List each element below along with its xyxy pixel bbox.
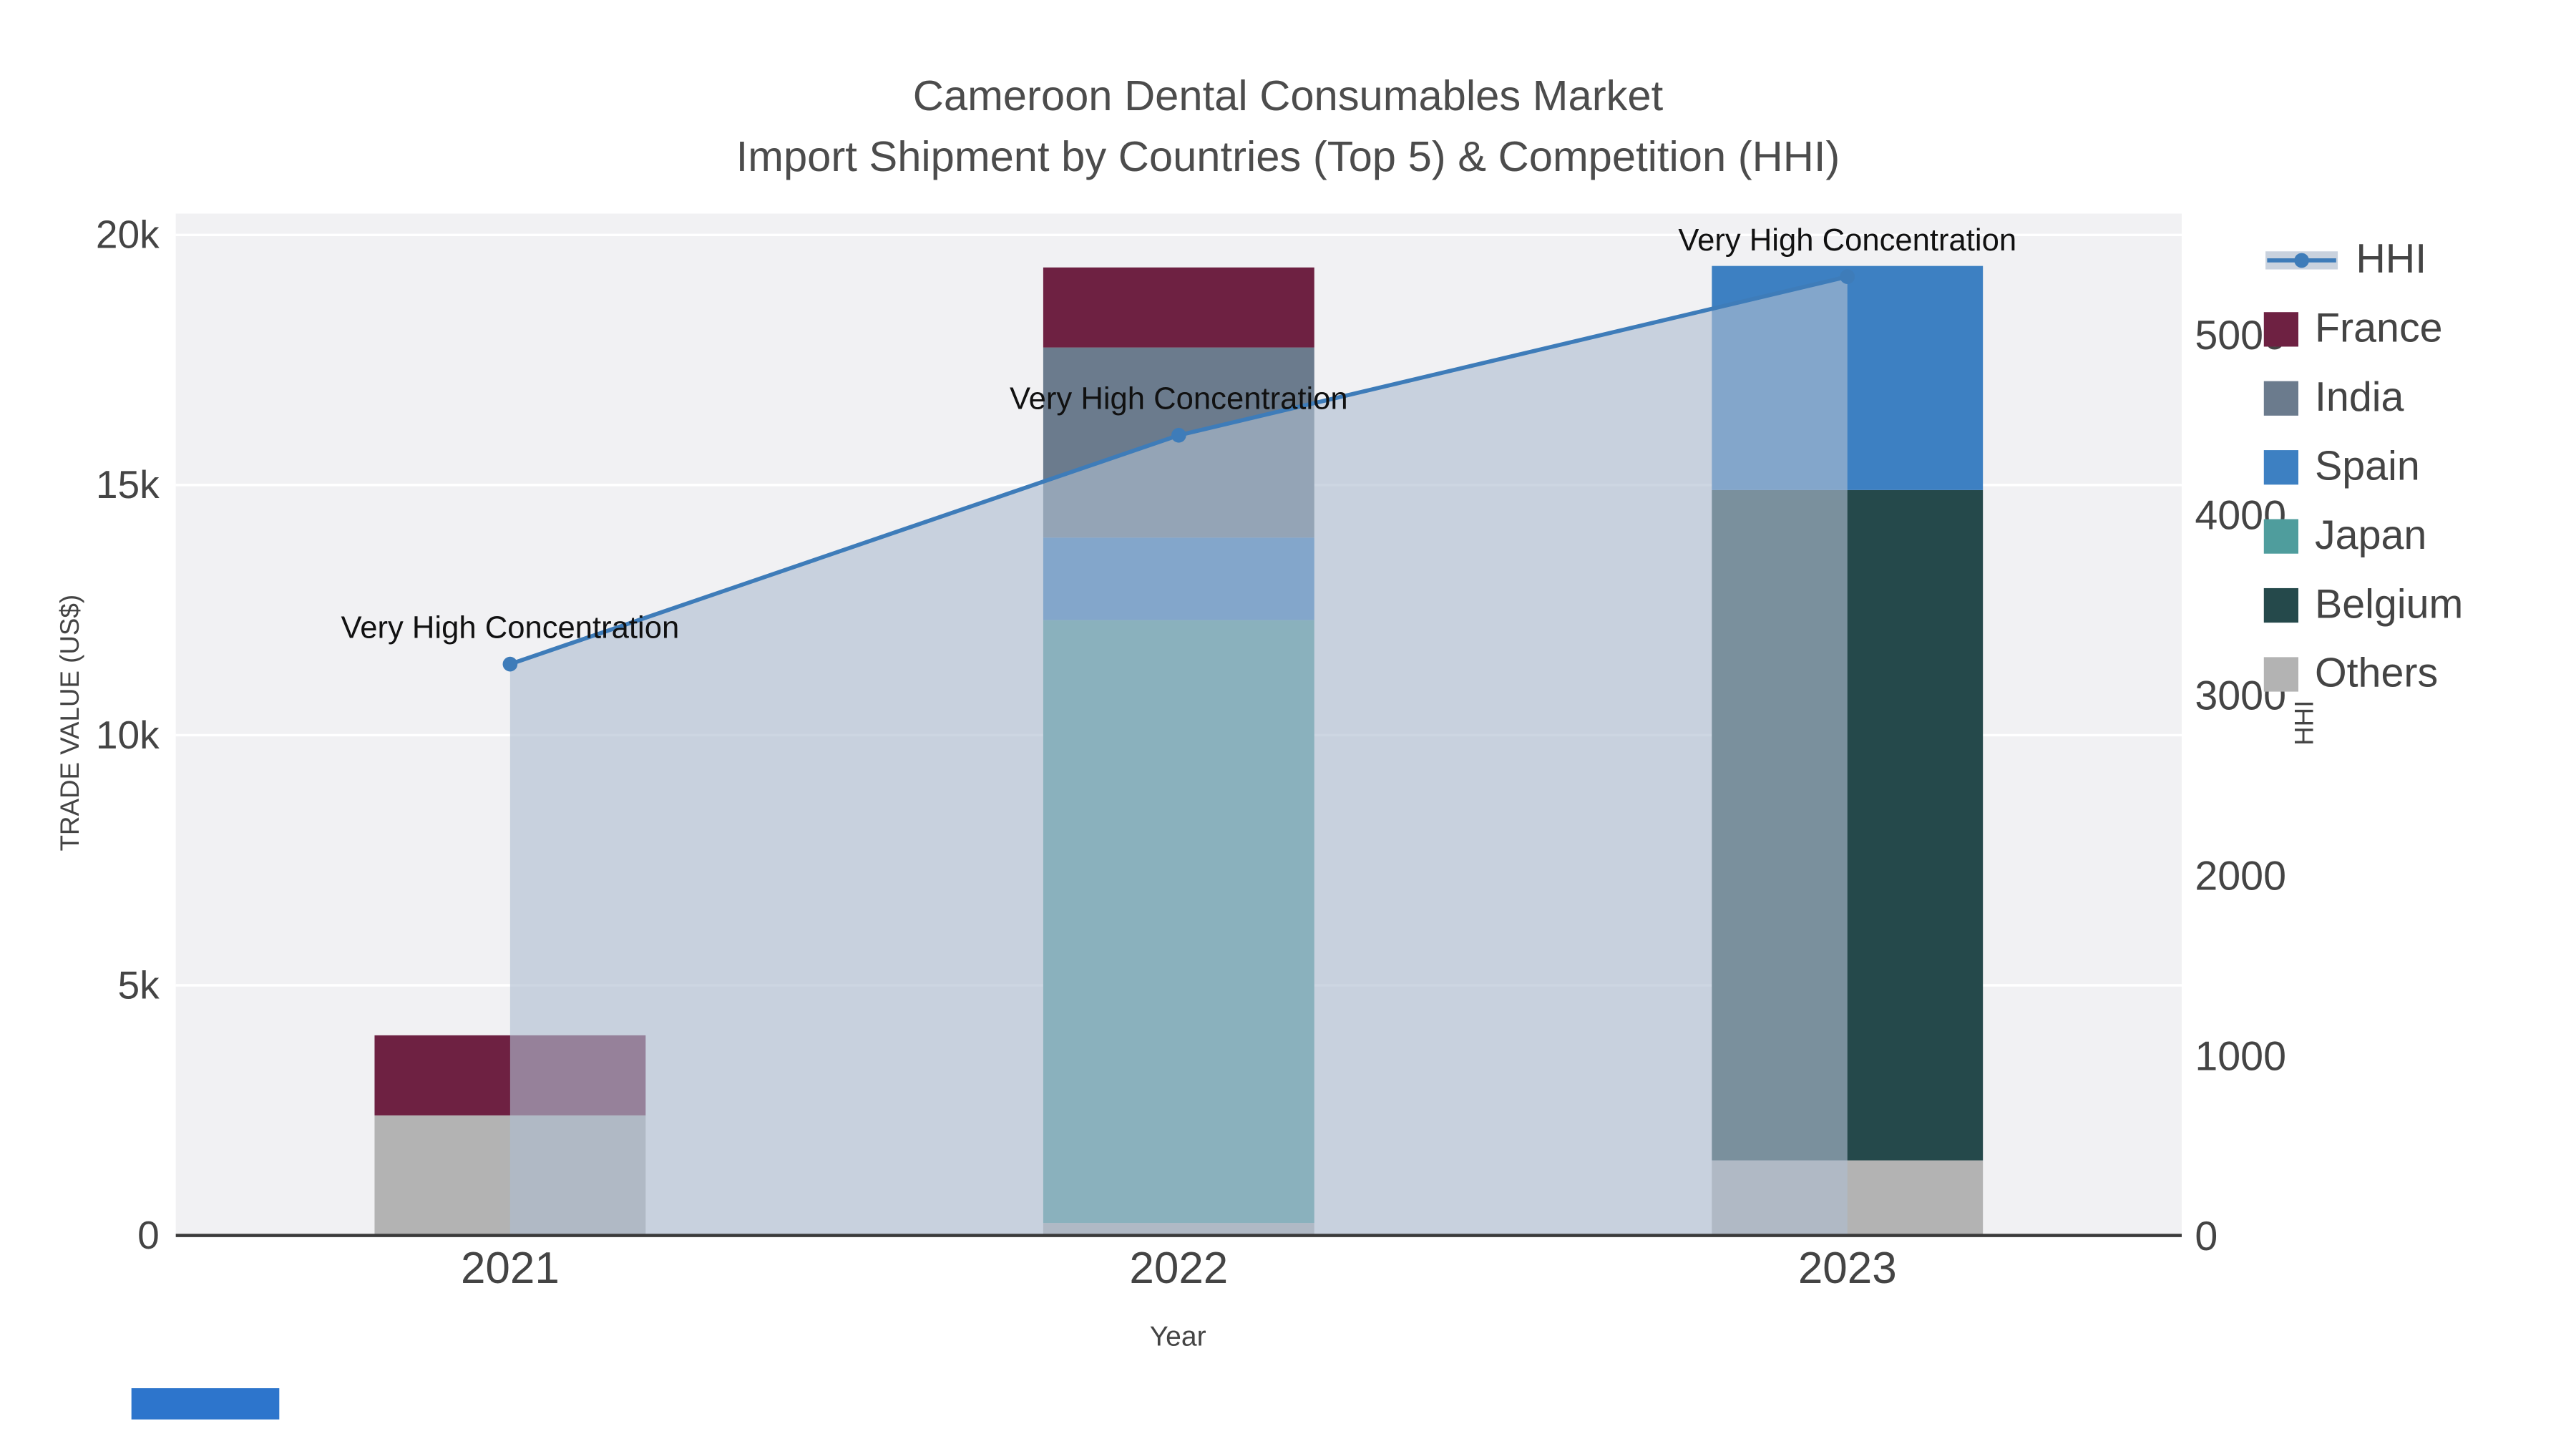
legend-item-india[interactable]: India — [2263, 374, 2464, 422]
legend-label: France — [2314, 306, 2443, 352]
hhi-marker-2022[interactable] — [1171, 427, 1186, 443]
legend-item-hhi[interactable]: HHI — [2264, 237, 2464, 285]
right-tick-label: 1000 — [2195, 1033, 2286, 1079]
legend-label: Belgium — [2314, 581, 2464, 628]
hhi-line-swatch — [2265, 251, 2338, 270]
x-tick-label-2023: 2023 — [1798, 1244, 1897, 1293]
annotation: Very High Concentration — [1010, 382, 1348, 416]
spain-color-swatch — [2263, 450, 2298, 485]
right-tick-label: 2000 — [2195, 853, 2286, 899]
france-color-swatch — [2263, 312, 2298, 347]
chart-title-line1: Cameroon Dental Consumables Market — [912, 70, 1664, 120]
annotation: Very High Concentration — [341, 610, 680, 645]
hhi-area — [509, 276, 1848, 1236]
left-tick-label: 0 — [137, 1213, 160, 1257]
hhi-marker-2021[interactable] — [502, 656, 518, 672]
left-tick-label: 5k — [118, 962, 160, 1007]
japan-color-swatch — [2263, 519, 2298, 554]
legend-item-japan[interactable]: Japan — [2263, 512, 2464, 560]
left-tick-label: 20k — [96, 213, 160, 257]
legend-label: Japan — [2314, 512, 2427, 559]
right-axis-title: HHI — [2291, 700, 2320, 746]
others-color-swatch — [2263, 657, 2298, 692]
chart-title-line2: Import Shipment by Countries (Top 5) & C… — [736, 131, 1840, 181]
x-axis-title: Year — [1149, 1320, 1206, 1352]
legend-label: HHI — [2356, 236, 2427, 283]
legend: HHI France India Spain Japan Belgium Others — [2263, 237, 2464, 698]
x-tick-label-2022: 2022 — [1129, 1244, 1228, 1293]
india-color-swatch — [2263, 381, 2298, 416]
x-tick-label-2021: 2021 — [461, 1244, 560, 1293]
chart-title: Cameroon Dental Consumables Market Impor… — [0, 66, 2576, 187]
blue-strip — [131, 1388, 280, 1420]
belgium-color-swatch — [2263, 587, 2298, 623]
legend-label: Others — [2314, 650, 2439, 697]
left-tick-label: 15k — [96, 462, 160, 507]
legend-item-others[interactable]: Others — [2263, 650, 2464, 698]
legend-label: India — [2314, 374, 2404, 421]
left-tick-label: 10k — [96, 713, 160, 757]
left-axis-title: TRADE VALUE (US$) — [57, 594, 86, 852]
bar-segment-france-2022[interactable] — [1043, 267, 1314, 348]
legend-label: Spain — [2314, 443, 2420, 490]
annotation: Very High Concentration — [1678, 223, 2016, 258]
right-tick-label: 0 — [2195, 1214, 2218, 1259]
legend-item-belgium[interactable]: Belgium — [2263, 581, 2464, 630]
hhi-marker-2023[interactable] — [1840, 269, 1855, 284]
legend-item-spain[interactable]: Spain — [2263, 443, 2464, 492]
legend-item-france[interactable]: France — [2263, 306, 2464, 353]
